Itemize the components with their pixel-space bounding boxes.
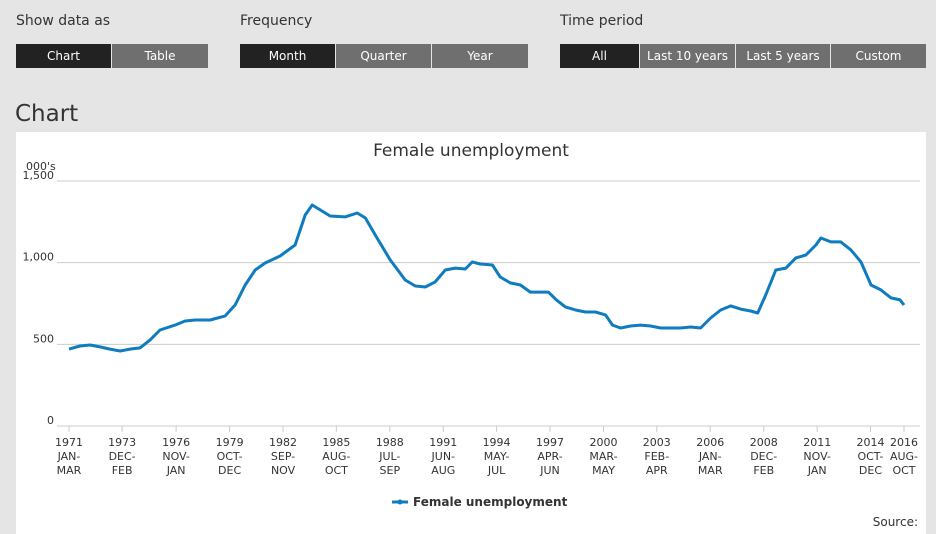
control-label: Frequency xyxy=(240,13,313,29)
x-tick-label-line: 2003 xyxy=(643,436,671,449)
toggle-button[interactable]: Chart xyxy=(16,44,111,68)
x-tick-label-line: JAN xyxy=(807,464,827,477)
section-title: Chart xyxy=(15,101,79,127)
toggle-button[interactable]: Last 5 years xyxy=(736,44,830,68)
x-tick-label: 2014 OCT-DEC xyxy=(856,436,884,477)
x-tick-label: 2000 MAR-MAY xyxy=(589,436,617,477)
x-tick-label-line: 2016 xyxy=(890,436,918,449)
x-tick-label: 1973 DEC-FEB xyxy=(108,436,136,477)
chart: Female unemployment 000's 0 500 1,000 1,500 19… xyxy=(16,132,926,534)
x-tick-label-line: NOV xyxy=(271,464,296,477)
x-tick-label-line: MAR- xyxy=(589,450,617,463)
x-tick-label: 1979 OCT-DEC xyxy=(216,436,244,477)
x-tick-label-line: APR- xyxy=(537,450,562,463)
x-tick-label-line: JUN xyxy=(539,464,560,477)
x-tick-label-line: JUL- xyxy=(378,450,400,463)
x-tick-label: 2003 FEB-APR xyxy=(643,436,671,477)
y-tick-label: 500 xyxy=(33,332,54,345)
toggle-button[interactable]: Month xyxy=(240,44,335,68)
x-tick-label-line: MAY xyxy=(592,464,615,477)
x-tick-label: 2016 AUG-OCT xyxy=(890,436,918,477)
x-tick-label-line: JAN- xyxy=(57,450,81,463)
x-tick-label-line: 2014 xyxy=(856,436,884,449)
x-tick-label-line: 1991 xyxy=(429,436,457,449)
x-tick-label-line: MAR xyxy=(698,464,723,477)
x-tick-label-line: APR xyxy=(646,464,668,477)
x-tick-label-line: MAR xyxy=(57,464,82,477)
toggle-button[interactable]: Last 10 years xyxy=(640,44,735,68)
x-tick-label-line: 1982 xyxy=(269,436,297,449)
x-tick-label-line: MAY- xyxy=(484,450,510,463)
legend-marker-dot xyxy=(397,499,403,505)
line xyxy=(68,203,906,353)
toggle-button[interactable]: All xyxy=(560,44,639,68)
toggle-button[interactable]: Year xyxy=(432,44,528,68)
x-tick-label-line: AUG- xyxy=(890,450,918,463)
x-tick-label-line: 2000 xyxy=(590,436,618,449)
y-tick-label: 1,000 xyxy=(23,251,55,264)
x-tick-label-line: AUG xyxy=(431,464,455,477)
button-group: Month Quarter Year xyxy=(240,44,529,68)
x-tick-label-line: DEC xyxy=(218,464,241,477)
x-tick-label: 1991 JUN-AUG xyxy=(429,436,457,477)
x-tick-label-line: 1976 xyxy=(162,436,190,449)
control-label: Time period xyxy=(560,13,644,29)
control-label: Show data as xyxy=(16,13,111,29)
x-tick-label-line: NOV- xyxy=(803,450,831,463)
x-tick-label: 1971 JAN-MAR xyxy=(55,436,83,477)
x-tick-label-line: DEC xyxy=(859,464,882,477)
x-tick-label-line: SEP xyxy=(380,464,401,477)
x-tick-label-line: 1979 xyxy=(216,436,244,449)
button-group: Chart Table xyxy=(16,44,209,68)
x-tick-label: 1997 APR-JUN xyxy=(536,436,564,477)
x-tick-label-line: DEC- xyxy=(750,450,777,463)
y-tick-label: 0 xyxy=(47,414,54,427)
source: Source: xyxy=(873,515,918,529)
x-tick-label-line: JAN xyxy=(166,464,186,477)
button-group: All Last 10 years Last 5 years Custom xyxy=(560,44,927,68)
x-tick-label-line: 1994 xyxy=(483,436,511,449)
x-tick-label-line: NOV- xyxy=(162,450,190,463)
x-tick-label-line: 1971 xyxy=(55,436,83,449)
x-tick-label: 2006 JAN-MAR xyxy=(696,436,724,477)
x-tick-label: 1976 NOV-JAN xyxy=(162,436,190,477)
x-tick-label-line: FEB xyxy=(753,464,774,477)
x-tick-label: 1982 SEP-NOV xyxy=(269,436,297,477)
x-tick-label-line: OCT- xyxy=(857,450,883,463)
y-unit: 000's xyxy=(26,160,56,173)
legend-label: Female unemployment xyxy=(413,495,568,509)
x-tick-label-line: 1988 xyxy=(376,436,404,449)
x-tick-label-line: 1985 xyxy=(322,436,350,449)
x-tick-label-line: FEB- xyxy=(644,450,669,463)
x-tick-label: 1985 AUG-OCT xyxy=(322,436,350,477)
x-tick-label-line: 1973 xyxy=(108,436,136,449)
x-tick-label-line: JUN- xyxy=(431,450,456,463)
x-tick-label: 2008 DEC-FEB xyxy=(750,436,778,477)
x-tick-label-line: JUL xyxy=(487,464,506,477)
x-tick-label-line: OCT xyxy=(325,464,348,477)
x-tick-label-line: FEB xyxy=(112,464,133,477)
x-tick-label-line: DEC- xyxy=(109,450,136,463)
x-tick-label: 1994 MAY-JUL xyxy=(483,436,511,477)
x-tick-label: 1988 JUL-SEP xyxy=(376,436,404,477)
x-tick-label-line: AUG- xyxy=(322,450,350,463)
x-tick-label-line: 2008 xyxy=(750,436,778,449)
x-tick-label-line: 1997 xyxy=(536,436,564,449)
x-tick-label-line: OCT xyxy=(892,464,915,477)
x-tick-label-line: SEP- xyxy=(271,450,295,463)
toggle-button[interactable]: Custom xyxy=(831,44,926,68)
toggle-button[interactable]: Table xyxy=(112,44,208,68)
chart-title: Female unemployment xyxy=(373,141,569,161)
x-tick-label-line: 2011 xyxy=(803,436,831,449)
y-tick-label: 1,500 xyxy=(23,169,55,182)
x-tick-label-line: OCT- xyxy=(217,450,243,463)
x-tick-label: 2011 NOV-JAN xyxy=(803,436,831,477)
toggle-button[interactable]: Quarter xyxy=(336,44,431,68)
x-tick-label-line: 2006 xyxy=(696,436,724,449)
x-tick-label-line: JAN- xyxy=(698,450,722,463)
